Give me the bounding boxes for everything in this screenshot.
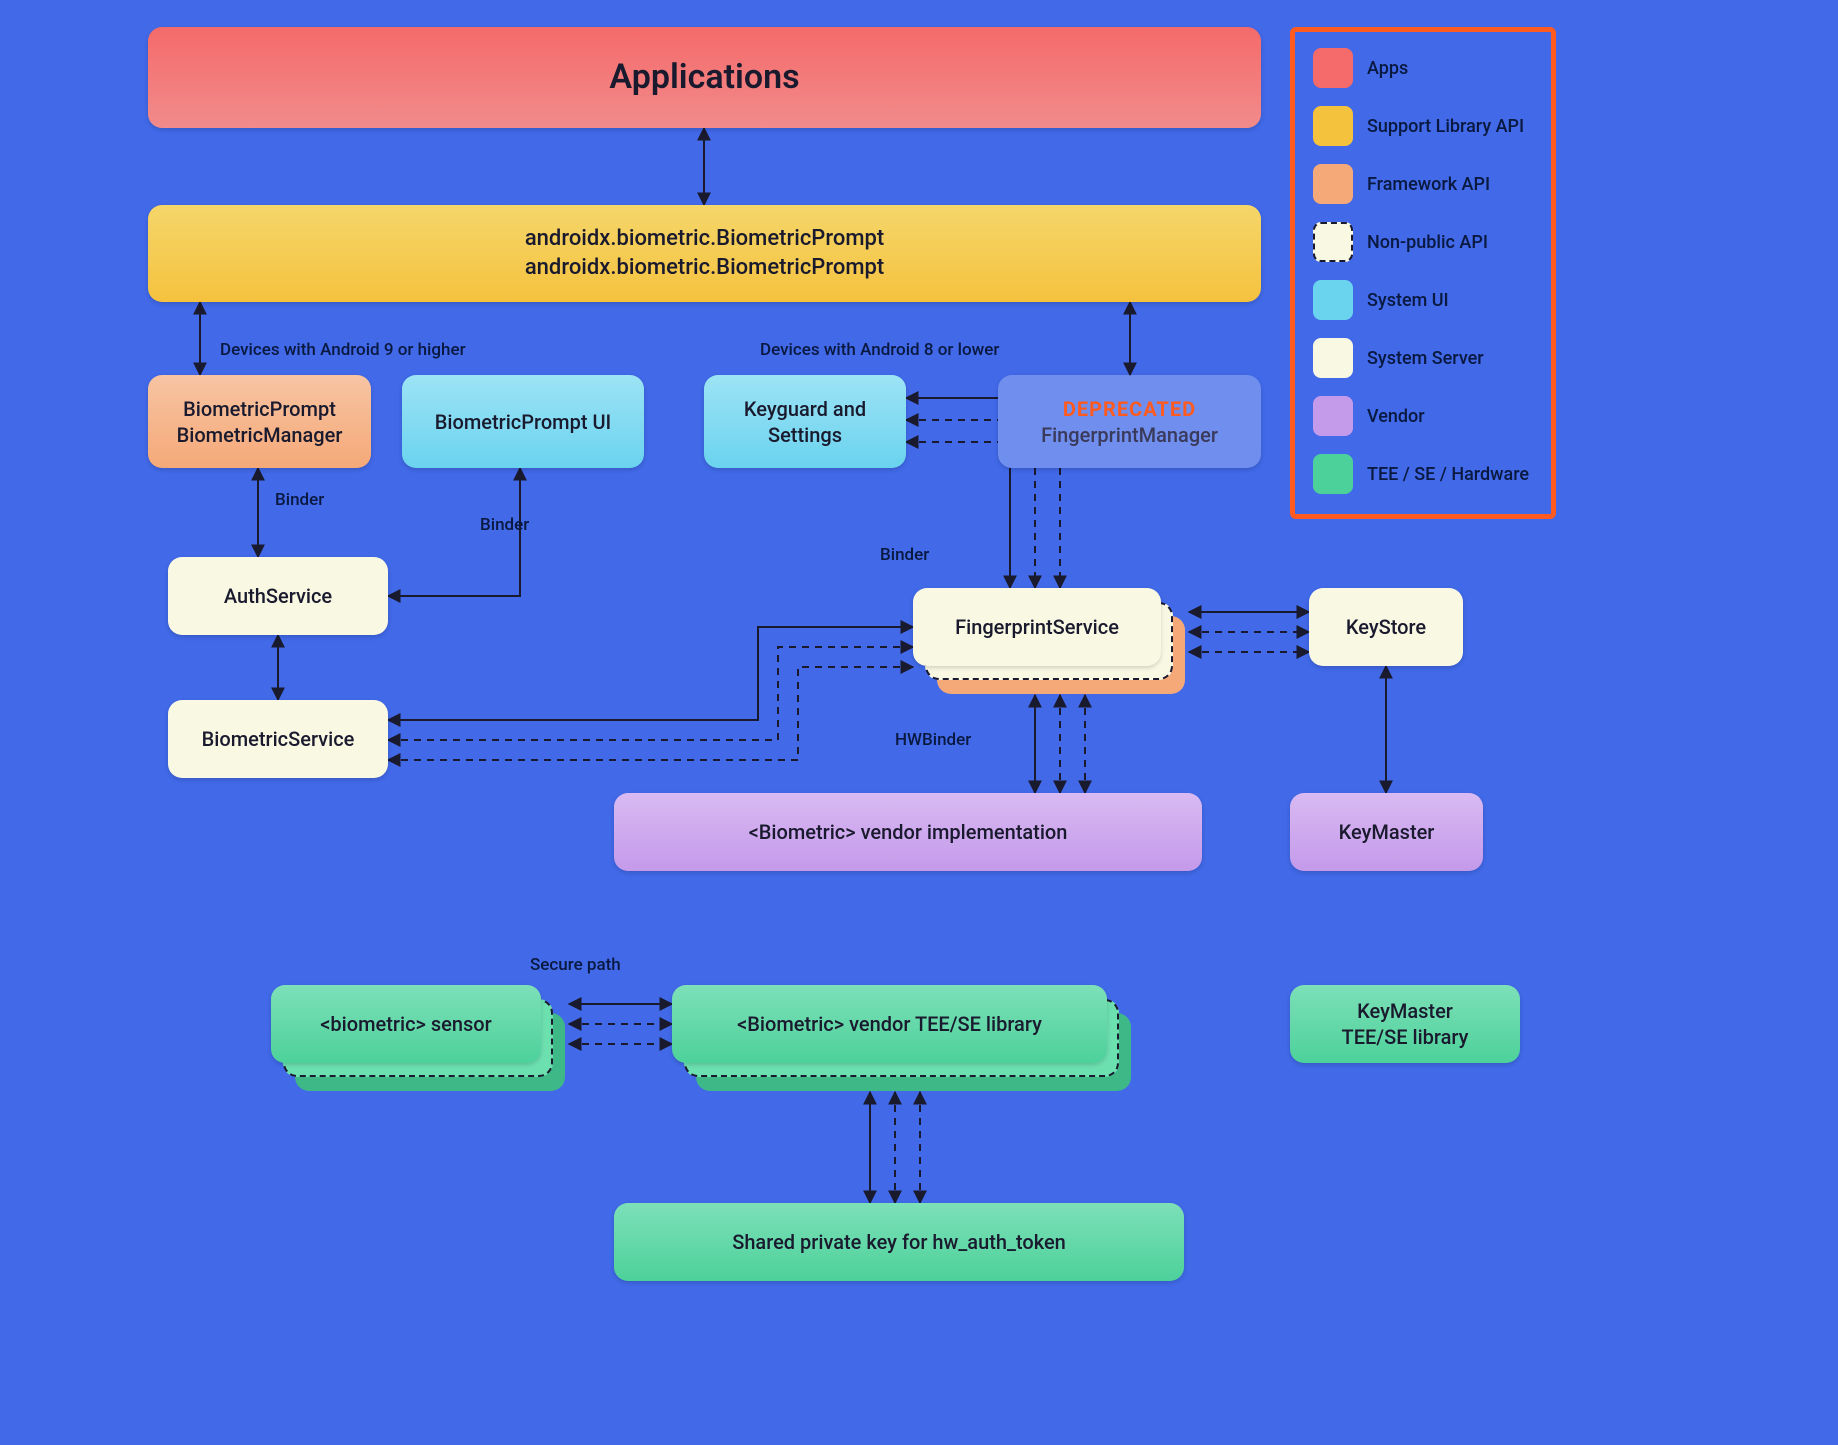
node-label: BiometricPrompt UI	[435, 409, 611, 435]
legend-label: TEE / SE / Hardware	[1367, 464, 1529, 485]
node-keymaster-tee-library: KeyMaster TEE/SE library	[1290, 985, 1520, 1063]
legend-swatch	[1313, 106, 1353, 146]
node-biometric-service: BiometricService	[168, 700, 388, 778]
node-biometric-sensor: <biometric> sensor	[271, 985, 541, 1063]
node-fingerprint-service: FingerprintService	[913, 588, 1161, 666]
diagram-canvas: Apps Support Library API Framework API Non-…	[0, 0, 1838, 1445]
legend-swatch	[1313, 338, 1353, 378]
node-line1: BiometricPrompt	[177, 396, 343, 422]
legend-row: Support Library API	[1313, 106, 1533, 146]
node-fingerprint-manager-deprecated: DEPRECATED FingerprintManager	[998, 375, 1261, 468]
node-label: Shared private key for hw_auth_token	[732, 1229, 1066, 1255]
legend-row: System Server	[1313, 338, 1533, 378]
legend-label: Non-public API	[1367, 232, 1488, 253]
legend-swatch	[1313, 396, 1353, 436]
node-line2: TEE/SE library	[1342, 1024, 1469, 1050]
node-keystore: KeyStore	[1309, 588, 1463, 666]
node-line2: BiometricManager	[177, 422, 343, 448]
legend-label: Support Library API	[1367, 116, 1524, 137]
legend-label: System UI	[1367, 290, 1449, 311]
legend: Apps Support Library API Framework API Non-…	[1290, 27, 1556, 519]
legend-row: Framework API	[1313, 164, 1533, 204]
node-line1: KeyMaster	[1342, 998, 1469, 1024]
legend-swatch	[1313, 454, 1353, 494]
node-biometric-prompt-manager: BiometricPrompt BiometricManager	[148, 375, 371, 468]
node-keymaster: KeyMaster	[1290, 793, 1483, 871]
legend-label: Apps	[1367, 58, 1408, 79]
node-vendor-implementation: <Biometric> vendor implementation	[614, 793, 1202, 871]
node-shared-private-key: Shared private key for hw_auth_token	[614, 1203, 1184, 1281]
node-line1: androidx.biometric.BiometricPrompt	[525, 225, 884, 254]
legend-label: Vendor	[1367, 406, 1425, 427]
legend-row: System UI	[1313, 280, 1533, 320]
node-label: KeyMaster	[1339, 819, 1435, 845]
legend-swatch	[1313, 222, 1353, 262]
label-secure-path: Secure path	[530, 955, 621, 975]
legend-row: Non-public API	[1313, 222, 1533, 262]
node-applications: Applications	[148, 27, 1261, 128]
node-line2: Settings	[744, 422, 866, 448]
node-label: <Biometric> vendor implementation	[749, 819, 1068, 845]
legend-label: Framework API	[1367, 174, 1490, 195]
node-label: KeyStore	[1346, 614, 1426, 640]
legend-swatch	[1313, 280, 1353, 320]
legend-row: Apps	[1313, 48, 1533, 88]
label-android9: Devices with Android 9 or higher	[220, 340, 466, 360]
node-label: <Biometric> vendor TEE/SE library	[737, 1011, 1042, 1037]
node-biometric-prompt-ui: BiometricPrompt UI	[402, 375, 644, 468]
deprecated-label: DEPRECATED	[1041, 396, 1218, 422]
node-vendor-tee-library: <Biometric> vendor TEE/SE library	[672, 985, 1107, 1063]
label-binder: Binder	[275, 490, 324, 510]
legend-label: System Server	[1367, 348, 1484, 369]
node-androidx-biometric-prompt: androidx.biometric.BiometricPrompt andro…	[148, 205, 1261, 302]
node-line2: androidx.biometric.BiometricPrompt	[525, 254, 884, 283]
node-label: <biometric> sensor	[320, 1011, 491, 1037]
label-binder: Binder	[880, 545, 929, 565]
node-line1: Keyguard and	[744, 396, 866, 422]
node-label: FingerprintService	[955, 614, 1119, 640]
legend-swatch	[1313, 164, 1353, 204]
legend-row: TEE / SE / Hardware	[1313, 454, 1533, 494]
label-hwbinder: HWBinder	[895, 730, 971, 750]
label-binder: Binder	[480, 515, 529, 535]
label-android8: Devices with Android 8 or lower	[760, 340, 999, 360]
node-label: Applications	[609, 55, 799, 99]
node-label: FingerprintManager	[1041, 422, 1218, 448]
node-label: AuthService	[224, 583, 332, 609]
node-label: BiometricService	[202, 726, 355, 752]
legend-row: Vendor	[1313, 396, 1533, 436]
legend-swatch	[1313, 48, 1353, 88]
node-keyguard-settings: Keyguard and Settings	[704, 375, 906, 468]
node-auth-service: AuthService	[168, 557, 388, 635]
